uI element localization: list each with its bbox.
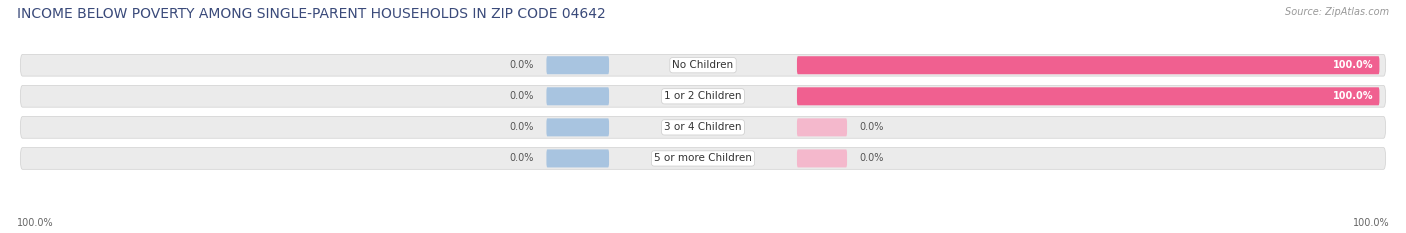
FancyBboxPatch shape [547, 118, 609, 136]
FancyBboxPatch shape [547, 56, 609, 74]
FancyBboxPatch shape [20, 54, 1386, 76]
Text: 100.0%: 100.0% [17, 218, 53, 228]
FancyBboxPatch shape [20, 86, 1386, 107]
FancyBboxPatch shape [797, 118, 846, 136]
Text: 100.0%: 100.0% [1353, 218, 1389, 228]
Text: INCOME BELOW POVERTY AMONG SINGLE-PARENT HOUSEHOLDS IN ZIP CODE 04642: INCOME BELOW POVERTY AMONG SINGLE-PARENT… [17, 7, 606, 21]
Text: 100.0%: 100.0% [1333, 91, 1374, 101]
FancyBboxPatch shape [20, 116, 1386, 138]
Text: Source: ZipAtlas.com: Source: ZipAtlas.com [1285, 7, 1389, 17]
Text: 0.0%: 0.0% [509, 91, 534, 101]
Text: 0.0%: 0.0% [509, 122, 534, 132]
FancyBboxPatch shape [797, 149, 846, 168]
Text: 1 or 2 Children: 1 or 2 Children [664, 91, 742, 101]
Text: 5 or more Children: 5 or more Children [654, 154, 752, 163]
FancyBboxPatch shape [797, 56, 1379, 74]
FancyBboxPatch shape [547, 149, 609, 168]
FancyBboxPatch shape [547, 87, 609, 105]
Text: 0.0%: 0.0% [859, 122, 884, 132]
Text: No Children: No Children [672, 60, 734, 70]
FancyBboxPatch shape [20, 147, 1386, 169]
Text: 0.0%: 0.0% [509, 154, 534, 163]
FancyBboxPatch shape [797, 87, 1379, 105]
Text: 0.0%: 0.0% [509, 60, 534, 70]
Text: 100.0%: 100.0% [1333, 60, 1374, 70]
Text: 0.0%: 0.0% [859, 154, 884, 163]
Text: 3 or 4 Children: 3 or 4 Children [664, 122, 742, 132]
